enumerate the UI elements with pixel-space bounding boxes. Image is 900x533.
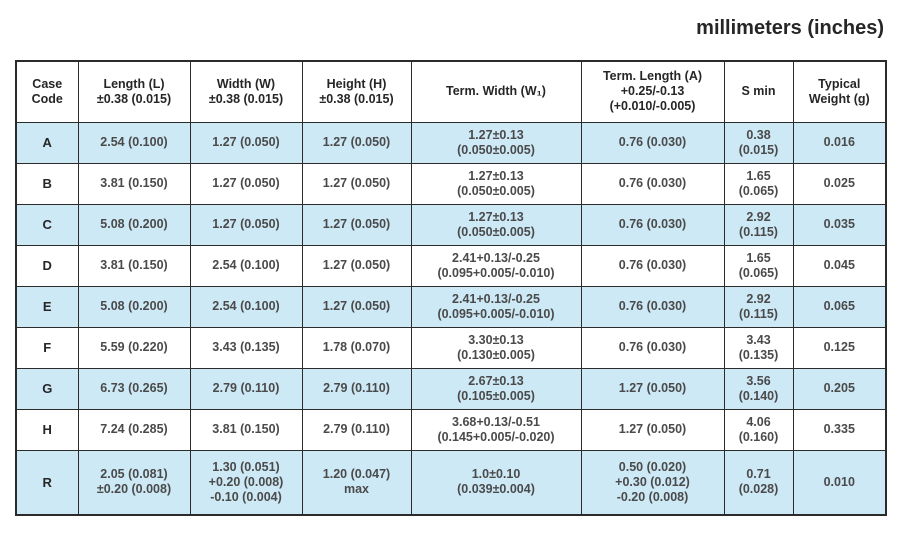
case-code-cell: E [15,285,79,328]
case-code-cell: B [15,162,79,205]
length-cell: 6.73 (0.265) [77,367,191,410]
table-row-c: C 5.08 (0.200) 1.27 (0.050) 1.27 (0.050)… [15,203,887,246]
s-min-cell: 1.65 (0.065) [723,244,794,287]
height-cell: 1.27 (0.050) [301,162,412,205]
s-min-cell: 4.06 (0.160) [723,408,794,451]
s-min-cell: 3.43 (0.135) [723,326,794,369]
term-length-cell: 1.27 (0.050) [580,367,725,410]
term-width-cell: 2.67±0.13 (0.105±0.005) [410,367,582,410]
weight-cell: 0.016 [792,121,887,164]
units-caption: millimeters (inches) [696,17,884,39]
column-header-length: Length (L) ±0.38 (0.015) [77,60,191,123]
height-cell: 1.27 (0.050) [301,203,412,246]
height-cell: 1.27 (0.050) [301,285,412,328]
term-width-cell: 1.27±0.13 (0.050±0.005) [410,121,582,164]
length-cell: 3.81 (0.150) [77,244,191,287]
term-length-cell: 0.50 (0.020) +0.30 (0.012) -0.20 (0.008) [580,449,725,516]
column-header-height: Height (H) ±0.38 (0.015) [301,60,412,123]
term-length-cell: 0.76 (0.030) [580,162,725,205]
case-code-cell: D [15,244,79,287]
width-cell: 3.81 (0.150) [189,408,303,451]
s-min-cell: 3.56 (0.140) [723,367,794,410]
weight-cell: 0.045 [792,244,887,287]
table-row-b: B 3.81 (0.150) 1.27 (0.050) 1.27 (0.050)… [15,162,887,205]
width-cell: 1.27 (0.050) [189,203,303,246]
term-width-cell: 1.27±0.13 (0.050±0.005) [410,162,582,205]
case-dimensions-table: Case Code Length (L) ±0.38 (0.015) Width… [15,60,887,516]
term-width-cell: 2.41+0.13/-0.25 (0.095+0.005/-0.010) [410,244,582,287]
length-cell: 5.08 (0.200) [77,203,191,246]
weight-cell: 0.125 [792,326,887,369]
term-width-cell: 1.0±0.10 (0.039±0.004) [410,449,582,516]
weight-cell: 0.065 [792,285,887,328]
column-header-term-length: Term. Length (A) +0.25/-0.13 (+0.010/-0.… [580,60,725,123]
width-cell: 1.27 (0.050) [189,162,303,205]
s-min-cell: 0.38 (0.015) [723,121,794,164]
s-min-cell: 0.71 (0.028) [723,449,794,516]
length-cell: 5.08 (0.200) [77,285,191,328]
width-cell: 2.54 (0.100) [189,244,303,287]
header-row: Case Code Length (L) ±0.38 (0.015) Width… [15,60,887,123]
column-header-term-width: Term. Width (W₁) [410,60,582,123]
length-cell: 5.59 (0.220) [77,326,191,369]
height-cell: 1.27 (0.050) [301,121,412,164]
table-row-d: D 3.81 (0.150) 2.54 (0.100) 1.27 (0.050)… [15,244,887,287]
table-row-h: H 7.24 (0.285) 3.81 (0.150) 2.79 (0.110)… [15,408,887,451]
width-cell: 1.27 (0.050) [189,121,303,164]
case-code-cell: C [15,203,79,246]
case-code-cell: G [15,367,79,410]
case-code-cell: F [15,326,79,369]
term-length-cell: 0.76 (0.030) [580,285,725,328]
term-length-cell: 0.76 (0.030) [580,203,725,246]
case-code-cell: H [15,408,79,451]
width-cell: 2.54 (0.100) [189,285,303,328]
case-code-cell: A [15,121,79,164]
length-cell: 7.24 (0.285) [77,408,191,451]
table-row-a: A 2.54 (0.100) 1.27 (0.050) 1.27 (0.050)… [15,121,887,164]
term-length-cell: 0.76 (0.030) [580,121,725,164]
s-min-cell: 1.65 (0.065) [723,162,794,205]
term-length-cell: 1.27 (0.050) [580,408,725,451]
column-header-width: Width (W) ±0.38 (0.015) [189,60,303,123]
height-cell: 1.27 (0.050) [301,244,412,287]
table-row-g: G 6.73 (0.265) 2.79 (0.110) 2.79 (0.110)… [15,367,887,410]
length-cell: 2.54 (0.100) [77,121,191,164]
weight-cell: 0.025 [792,162,887,205]
table-row-r: R 2.05 (0.081) ±0.20 (0.008) 1.30 (0.051… [15,449,887,516]
height-cell: 1.20 (0.047) max [301,449,412,516]
weight-cell: 0.335 [792,408,887,451]
term-width-cell: 1.27±0.13 (0.050±0.005) [410,203,582,246]
case-code-cell: R [15,449,79,516]
table-header: Case Code Length (L) ±0.38 (0.015) Width… [15,60,887,123]
s-min-cell: 2.92 (0.115) [723,285,794,328]
weight-cell: 0.205 [792,367,887,410]
length-cell: 3.81 (0.150) [77,162,191,205]
term-width-cell: 3.68+0.13/-0.51 (0.145+0.005/-0.020) [410,408,582,451]
table-row-f: F 5.59 (0.220) 3.43 (0.135) 1.78 (0.070)… [15,326,887,369]
column-header-typical-weight: Typical Weight (g) [792,60,887,123]
table-row-e: E 5.08 (0.200) 2.54 (0.100) 1.27 (0.050)… [15,285,887,328]
weight-cell: 0.010 [792,449,887,516]
term-length-cell: 0.76 (0.030) [580,326,725,369]
weight-cell: 0.035 [792,203,887,246]
term-width-cell: 3.30±0.13 (0.130±0.005) [410,326,582,369]
length-cell: 2.05 (0.081) ±0.20 (0.008) [77,449,191,516]
term-width-cell: 2.41+0.13/-0.25 (0.095+0.005/-0.010) [410,285,582,328]
column-header-s-min: S min [723,60,794,123]
width-cell: 3.43 (0.135) [189,326,303,369]
width-cell: 1.30 (0.051) +0.20 (0.008) -0.10 (0.004) [189,449,303,516]
table-body: A 2.54 (0.100) 1.27 (0.050) 1.27 (0.050)… [15,121,887,516]
term-length-cell: 0.76 (0.030) [580,244,725,287]
height-cell: 1.78 (0.070) [301,326,412,369]
height-cell: 2.79 (0.110) [301,408,412,451]
width-cell: 2.79 (0.110) [189,367,303,410]
s-min-cell: 2.92 (0.115) [723,203,794,246]
height-cell: 2.79 (0.110) [301,367,412,410]
column-header-case-code: Case Code [15,60,79,123]
